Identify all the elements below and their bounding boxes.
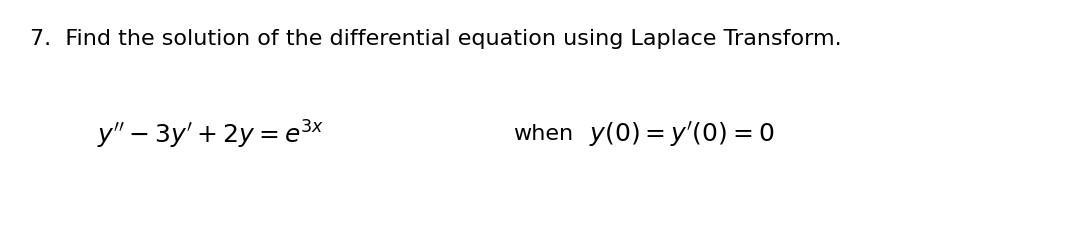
Text: 7.  Find the solution of the differential equation using Laplace Transform.: 7. Find the solution of the differential… <box>30 29 842 49</box>
Text: when: when <box>513 124 573 144</box>
Text: $y(0) = y'(0) = 0$: $y(0) = y'(0) = 0$ <box>589 120 774 149</box>
Text: $y'' - 3y' + 2y = e^{3x}$: $y'' - 3y' + 2y = e^{3x}$ <box>97 118 324 150</box>
